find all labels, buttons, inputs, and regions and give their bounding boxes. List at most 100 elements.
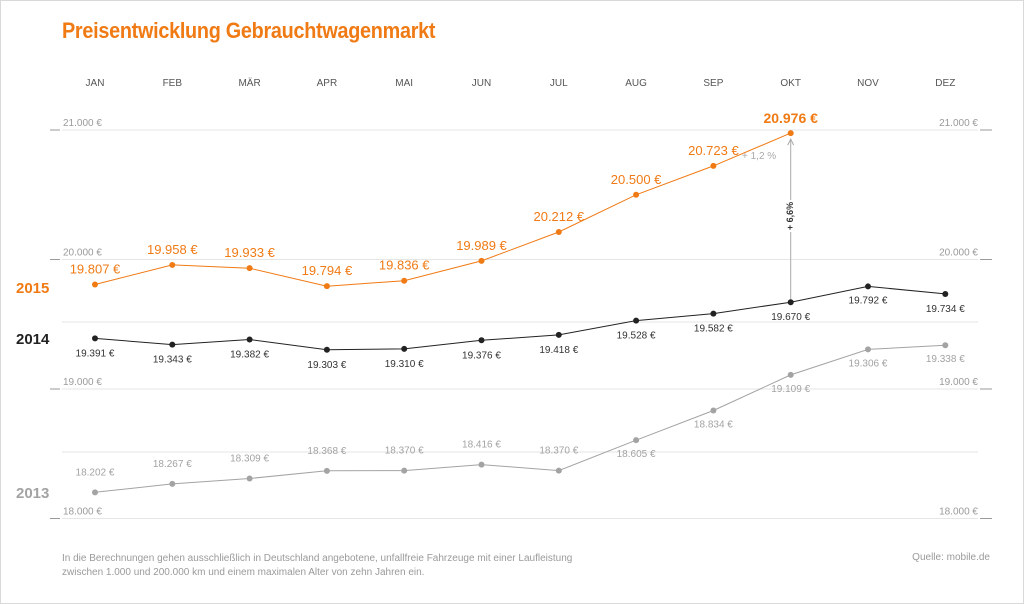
data-point-2014 [323, 346, 330, 353]
y-tick-label-left: 18.000 € [63, 507, 102, 518]
month-label-9: SEP [703, 78, 723, 89]
data-point-2015 [787, 130, 794, 137]
data-label-2013: 18.309 € [230, 453, 269, 464]
data-point-2013 [555, 467, 562, 474]
month-label-10: OKT [780, 78, 801, 89]
year-label-2015: 2015 [16, 280, 49, 297]
month-label-3: MÄR [238, 77, 260, 89]
data-label-2014: 19.382 € [230, 350, 269, 361]
data-point-2013 [92, 489, 98, 496]
data-label-2013: 18.370 € [385, 446, 424, 457]
chart-title: Preisentwicklung Gebrauchtwagenmarkt [62, 18, 436, 43]
data-label-2015: 19.989 € [456, 238, 507, 253]
data-point-2013 [169, 480, 176, 487]
data-label-2013: 18.370 € [539, 446, 578, 457]
year-label-2014: 2014 [16, 331, 50, 348]
data-point-2014 [555, 331, 562, 338]
data-label-2014: 19.528 € [617, 331, 656, 342]
data-point-2015 [710, 162, 717, 169]
data-point-2014 [246, 336, 253, 343]
y-tick-label-left: 19.000 € [63, 377, 102, 388]
y-tick-label-right: 19.000 € [939, 377, 978, 388]
series-line-2015 [94, 132, 791, 287]
data-label-2013: 19.109 € [771, 384, 810, 395]
data-point-2014 [865, 283, 871, 290]
data-point-2013 [710, 407, 717, 414]
data-label-2014: 19.792 € [849, 295, 888, 306]
data-label-2015: 19.794 € [302, 263, 353, 278]
data-point-2015 [401, 277, 408, 284]
data-label-2013: 19.338 € [926, 354, 965, 365]
data-point-2013 [478, 461, 485, 468]
month-label-8: AUG [625, 78, 647, 89]
data-point-2014 [942, 290, 949, 297]
annotation-background [783, 200, 798, 232]
month-label-2: FEB [163, 78, 183, 89]
data-point-2015 [92, 281, 98, 288]
series-line-2014 [94, 285, 946, 351]
y-tick-label-left: 20.000 € [63, 248, 102, 259]
data-label-2014: 19.343 € [153, 355, 192, 366]
data-point-2013 [787, 371, 794, 378]
data-label-2014: 19.310 € [385, 359, 424, 370]
data-point-2015 [246, 265, 253, 272]
month-label-1: JAN [86, 78, 105, 89]
data-label-2015: 20.723 € [688, 143, 739, 158]
data-label-2014: 19.670 € [771, 312, 810, 323]
y-tick-label-right: 21.000 € [939, 118, 978, 129]
data-point-2014 [401, 345, 408, 352]
data-point-2013 [942, 342, 949, 349]
data-point-2014 [478, 337, 485, 344]
data-label-2014: 19.734 € [926, 304, 965, 315]
data-label-2014: 19.303 € [307, 360, 346, 371]
data-label-2015: 20.500 € [611, 172, 662, 187]
data-point-2013 [865, 346, 871, 353]
y-tick-label-left: 21.000 € [63, 118, 102, 129]
data-label-2014: 19.391 € [76, 348, 115, 359]
data-point-2013 [633, 437, 640, 444]
data-label-2013: 18.267 € [153, 459, 192, 470]
data-label-2015: 20.976 € [763, 110, 818, 126]
data-point-2014 [787, 299, 794, 306]
month-label-6: JUN [472, 78, 491, 89]
data-point-2014 [710, 310, 717, 317]
data-point-2015 [478, 257, 485, 264]
footnote: In die Berechnungen gehen ausschließlich… [62, 553, 573, 578]
month-label-11: NOV [857, 78, 879, 89]
data-label-2013: 18.834 € [694, 419, 733, 430]
data-label-2014: 19.418 € [539, 345, 578, 356]
data-point-2015 [169, 261, 176, 268]
month-label-7: JUL [550, 78, 568, 89]
data-label-2013: 19.306 € [849, 358, 888, 369]
year-label-2013: 2013 [16, 485, 49, 502]
data-label-2015: 19.836 € [379, 258, 430, 273]
data-point-2013 [246, 475, 253, 482]
series-line-2013 [94, 344, 946, 493]
data-label-2014: 19.376 € [462, 350, 501, 361]
data-label-2013: 18.416 € [462, 440, 501, 451]
data-point-2015 [633, 191, 640, 198]
data-label-2015: 19.807 € [70, 261, 121, 276]
month-label-12: DEZ [935, 78, 955, 89]
data-label-2015: 20.212 € [533, 209, 584, 224]
data-point-2014 [169, 341, 176, 348]
y-tick-label-right: 18.000 € [939, 507, 978, 518]
data-label-2014: 19.582 € [694, 324, 733, 335]
annotation-month-over-month: + 1,2 % [742, 151, 776, 162]
data-point-2015 [323, 283, 330, 290]
month-label-5: MAI [395, 78, 413, 89]
data-label-2013: 18.202 € [76, 467, 115, 478]
source-note: Quelle: mobile.de [912, 552, 990, 563]
annotation-year-over-year: + 6,6% [785, 202, 795, 230]
month-label-4: APR [317, 78, 338, 89]
data-point-2013 [401, 467, 408, 474]
data-label-2013: 18.605 € [617, 449, 656, 460]
data-point-2013 [323, 467, 330, 474]
data-point-2014 [92, 335, 98, 342]
data-label-2015: 19.933 € [224, 245, 275, 260]
data-point-2014 [633, 317, 640, 324]
data-label-2015: 19.958 € [147, 242, 198, 257]
comparison-arrow-head [787, 137, 795, 146]
y-tick-label-right: 20.000 € [939, 248, 978, 259]
